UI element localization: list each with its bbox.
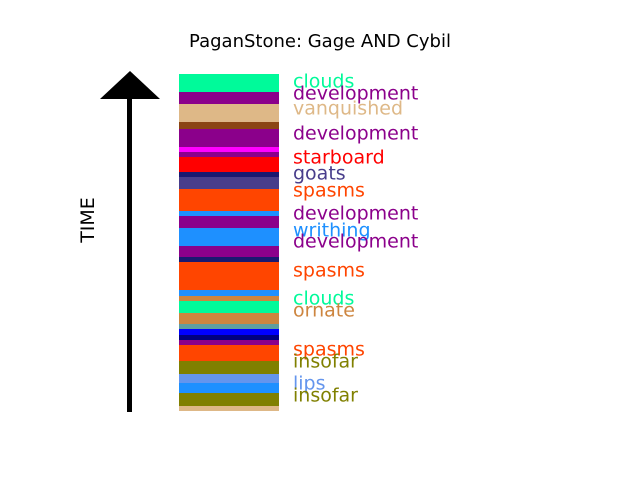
chart-title: PaganStone: Gage AND Cybil	[189, 31, 451, 52]
stratum-label: lips	[293, 372, 326, 395]
stratum-label: goats	[293, 162, 346, 185]
stratum-band	[179, 329, 279, 336]
stratum-band	[179, 295, 279, 302]
stratum-band	[179, 104, 279, 123]
stratum-band	[179, 157, 279, 173]
strata-column	[179, 74, 279, 412]
stratum-band	[179, 176, 279, 190]
stratum-label: clouds	[293, 70, 355, 93]
stratum-label: spasms	[293, 338, 365, 361]
stratum-band	[179, 313, 279, 325]
stratum-band	[179, 121, 279, 130]
stratum-label: spasms	[293, 259, 365, 282]
stratum-label: insofar	[293, 384, 358, 407]
stratum-band	[179, 146, 279, 153]
stratum-label: development	[293, 230, 419, 253]
stratum-label: vanquished	[293, 97, 404, 120]
stratum-band	[179, 290, 279, 297]
time-arrow-shaft	[127, 97, 132, 412]
stratum-label: development	[293, 202, 419, 225]
stratum-band	[179, 256, 279, 263]
stratum-label: starboard	[293, 146, 385, 169]
stratum-band	[179, 301, 279, 314]
stratum-label: clouds	[293, 287, 355, 310]
stratum-band	[179, 345, 279, 362]
stratum-band	[179, 74, 279, 93]
stratum-label: development	[293, 82, 419, 105]
stratum-band	[179, 91, 279, 105]
time-axis-label: TIME	[77, 197, 99, 243]
stratum-label: spasms	[293, 179, 365, 202]
stratum-band	[179, 246, 279, 258]
stratum-band	[179, 152, 279, 158]
stratum-band	[179, 393, 279, 407]
stratum-band	[179, 171, 279, 178]
stratum-band	[179, 361, 279, 375]
stratum-label: insofar	[293, 350, 358, 373]
stratum-band	[179, 324, 279, 330]
stratum-band	[179, 210, 279, 217]
stratum-band	[179, 373, 279, 384]
stratum-band	[179, 228, 279, 247]
stratum-band	[179, 128, 279, 148]
stratum-band	[179, 334, 279, 341]
stratum-band	[179, 340, 279, 346]
stratum-band	[179, 382, 279, 394]
stratum-band	[179, 405, 279, 412]
stratum-band	[179, 215, 279, 229]
time-arrow-head-icon	[100, 71, 160, 99]
stratum-label: development	[293, 122, 419, 145]
stratum-band	[179, 189, 279, 212]
stratum-label: ornate	[293, 299, 355, 322]
stratum-label: writhing	[293, 219, 371, 242]
stratum-band	[179, 262, 279, 291]
